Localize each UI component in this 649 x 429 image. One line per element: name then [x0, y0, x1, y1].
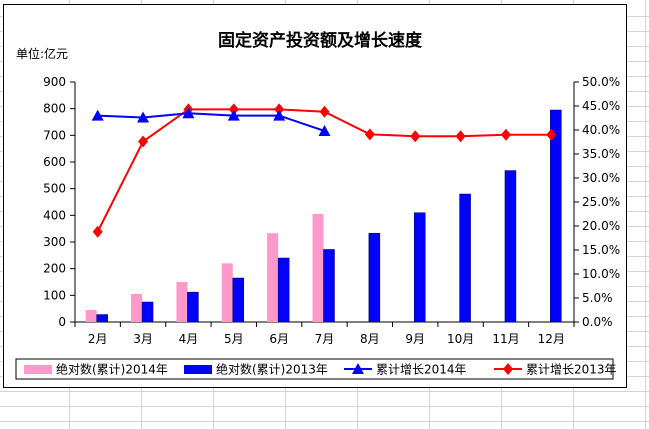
bar: [267, 233, 279, 322]
line-point: [319, 105, 330, 118]
bar: [277, 257, 290, 323]
bar: [176, 282, 188, 322]
left-axis-tick-label: 500: [43, 182, 66, 196]
line-point: [410, 130, 421, 143]
bar: [413, 212, 426, 323]
x-axis-tick-label: 9月: [405, 332, 425, 346]
line-point: [182, 107, 195, 119]
legend-swatch: [24, 365, 52, 374]
right-axis-tick-label: 50.0%: [582, 75, 620, 89]
line-point: [137, 111, 150, 123]
chart-svg: 固定资产投资额及增长速度 0 100 200 300 400 500 600 700 800 900…: [15, 30, 620, 380]
line-point: [503, 363, 513, 375]
chart-area[interactable]: 单位:亿元 固定资产投资额及增长速度 0 100 200 300 400 500 600 700…: [3, 4, 627, 388]
bar: [221, 263, 233, 322]
bar: [368, 232, 381, 323]
right-axis-tick-label: 45.0%: [582, 99, 620, 113]
bar: [504, 170, 517, 323]
bar: [141, 301, 154, 323]
legend-label: 绝对数(累计)2014年: [56, 362, 168, 377]
line-point: [273, 109, 286, 121]
line-point: [228, 103, 239, 116]
x-axis-tick-label: 2月: [88, 332, 108, 346]
bar: [187, 291, 199, 323]
left-axis-tick-label: 200: [43, 262, 66, 276]
bar: [459, 193, 471, 323]
series-line: [97, 112, 325, 132]
left-axis-tick-label: 300: [43, 235, 66, 249]
x-axis-tick-label: 5月: [224, 332, 244, 346]
line-point: [91, 109, 104, 121]
right-axis-tick-label: 20.0%: [582, 219, 620, 233]
bar: [550, 109, 562, 323]
x-axis-tick-label: 12月: [538, 332, 565, 346]
x-axis-tick-label: 4月: [179, 332, 199, 346]
line-point: [352, 363, 364, 374]
legend-label: 累计增长2013年: [526, 363, 617, 377]
line-point: [546, 128, 557, 141]
line-point: [274, 103, 285, 116]
bar: [131, 294, 143, 322]
right-axis-tick-label: 15.0%: [582, 243, 620, 257]
left-axis-tick-label: 700: [43, 128, 66, 142]
bar: [96, 314, 108, 323]
right-axis-tick-label: 10.0%: [582, 267, 620, 281]
left-axis-tick-label: 600: [43, 155, 66, 169]
line-point: [318, 124, 331, 136]
bar: [232, 277, 245, 323]
line-point: [92, 225, 103, 238]
left-axis-tick-label: 400: [43, 208, 66, 222]
x-axis-tick-label: 7月: [315, 332, 335, 346]
right-axis-tick-label: 5.0%: [582, 291, 613, 305]
x-axis-tick-label: 10月: [447, 332, 474, 346]
left-axis-tick-label: 800: [43, 102, 66, 116]
x-axis-tick-label: 3月: [133, 332, 153, 346]
left-axis-tick-label: 900: [43, 75, 66, 89]
line-point: [364, 128, 375, 141]
bar: [323, 249, 335, 323]
line-point: [500, 128, 511, 141]
right-axis-tick-label: 30.0%: [582, 171, 620, 185]
bar: [312, 214, 324, 322]
line-point: [455, 130, 466, 143]
chart-title: 固定资产投资额及增长速度: [218, 30, 423, 51]
line-point: [138, 135, 149, 148]
bar: [85, 310, 97, 322]
left-axis-tick-label: 0: [58, 315, 66, 329]
right-axis-tick-label: 35.0%: [582, 147, 620, 161]
unit-label: 单位:亿元: [16, 47, 69, 61]
x-axis-tick-label: 11月: [492, 332, 519, 346]
right-axis-tick-label: 40.0%: [582, 123, 620, 137]
legend-swatch: [184, 365, 212, 374]
right-axis-tick-label: 0.0%: [582, 315, 613, 329]
x-axis-tick-label: 6月: [269, 332, 289, 346]
legend-label: 绝对数(累计)2013年: [216, 362, 328, 377]
legend-box: [15, 358, 614, 380]
left-axis-tick-label: 100: [43, 288, 66, 302]
x-axis-tick-label: 8月: [360, 332, 380, 346]
legend-label: 累计增长2014年: [376, 363, 467, 377]
line-point: [227, 109, 240, 121]
right-axis-tick-label: 25.0%: [582, 195, 620, 209]
